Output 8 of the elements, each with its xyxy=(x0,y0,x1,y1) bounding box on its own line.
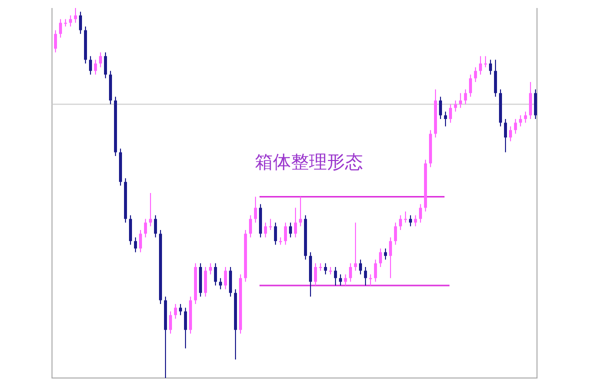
text: 箱体整理形态 xyxy=(255,152,364,174)
candlestick xyxy=(149,193,152,226)
candlestick xyxy=(354,222,357,271)
candlestick xyxy=(369,274,372,286)
candlestick xyxy=(299,196,302,226)
candlestick xyxy=(404,212,407,223)
candlestick xyxy=(269,218,272,230)
candlestick xyxy=(484,56,487,68)
